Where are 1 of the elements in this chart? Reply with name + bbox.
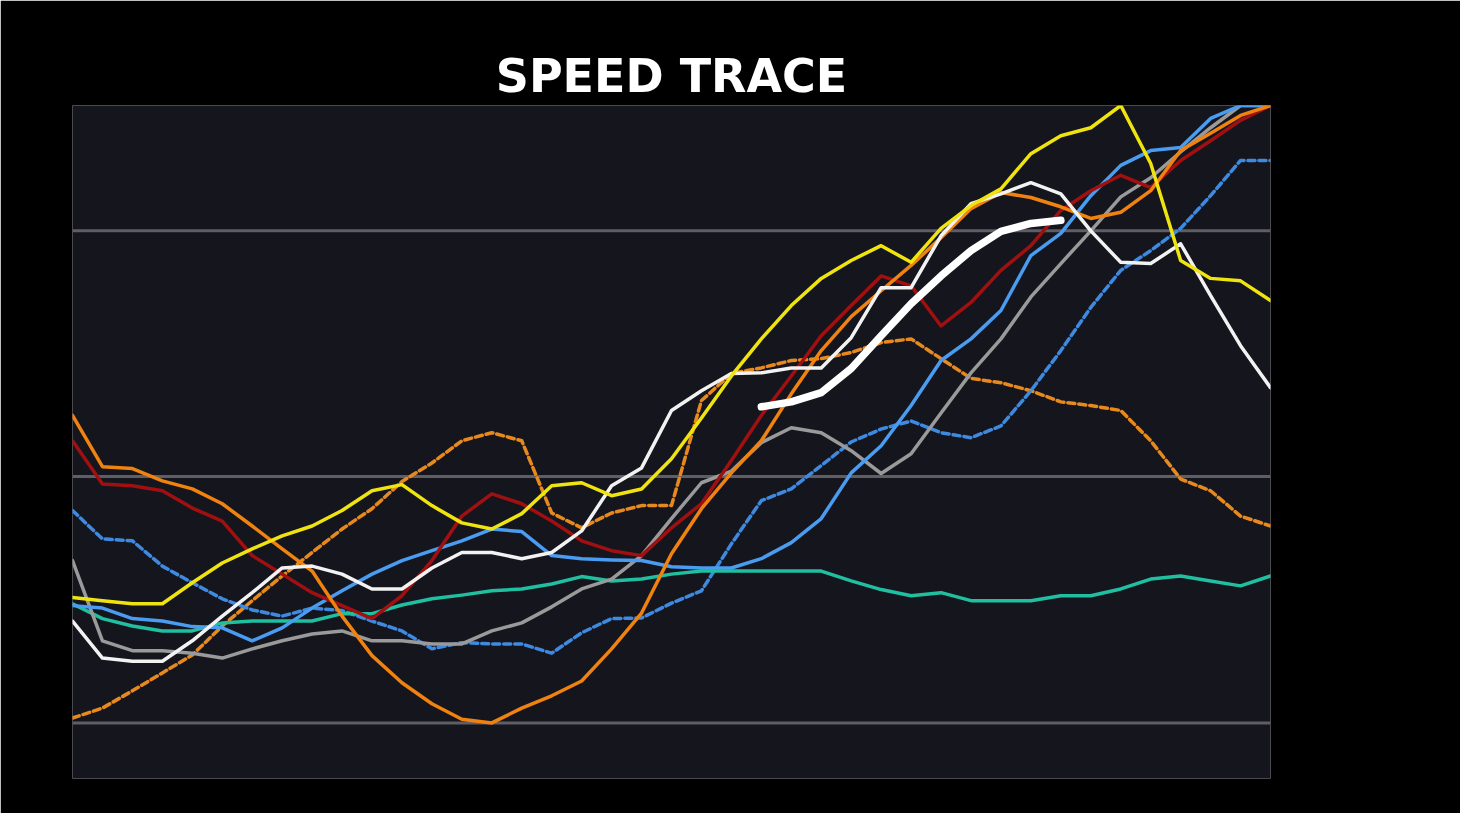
chart-title: SPEED TRACE <box>495 48 848 103</box>
